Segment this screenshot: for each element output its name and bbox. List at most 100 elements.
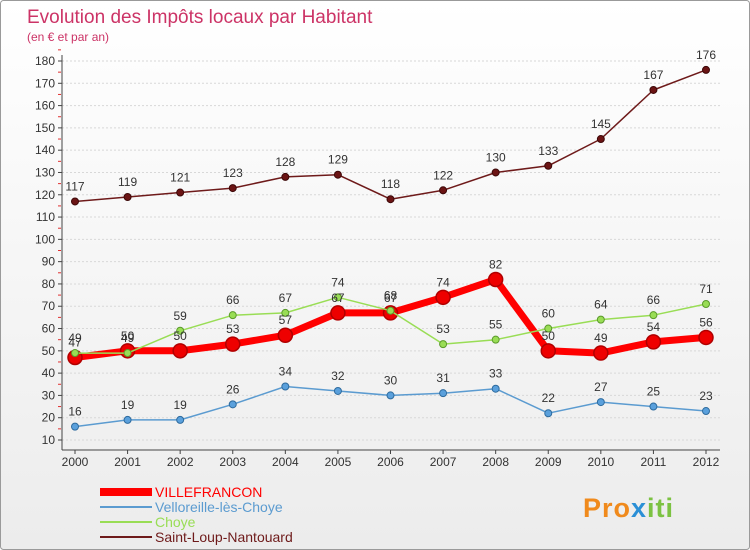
data-point-villefrancon [172, 343, 188, 359]
data-point-choye [71, 349, 79, 358]
data-label: 117 [65, 179, 84, 193]
legend-item-saint-loup-nantouard: Saint-Loup-Nantouard [100, 529, 293, 545]
x-tick-label: 2004 [272, 455, 299, 469]
data-label: 23 [699, 389, 713, 403]
data-point-villefrancon [540, 343, 556, 359]
x-tick-label: 2008 [482, 455, 509, 469]
data-label: 82 [489, 257, 503, 271]
y-tick-label: 120 [35, 188, 55, 202]
x-tick-label: 2003 [219, 455, 246, 469]
data-label: 67 [331, 291, 345, 305]
data-label: 68 [384, 289, 398, 303]
data-label: 49 [594, 331, 608, 345]
data-label: 53 [436, 322, 450, 336]
data-point-saint-loup-nantouard [702, 65, 710, 74]
data-label: 54 [647, 320, 661, 334]
x-tick-label: 2000 [62, 455, 89, 469]
data-label: 49 [68, 331, 82, 345]
data-point-velloreille-les-choye [228, 400, 237, 409]
data-label: 34 [279, 364, 293, 378]
data-point-saint-loup-nantouard [123, 192, 132, 201]
data-point-velloreille-les-choye [702, 407, 710, 416]
legend-label-choye: Choye [155, 514, 196, 530]
x-tick-label: 2011 [641, 455, 667, 469]
legend-label-villefrancon: VILLEFRANCON [155, 484, 262, 500]
data-point-saint-loup-nantouard [544, 161, 553, 170]
data-point-velloreille-les-choye [281, 382, 290, 391]
x-tick-label: 2002 [167, 455, 194, 469]
data-label: 57 [279, 313, 293, 327]
y-tick-label: 130 [35, 165, 55, 179]
y-tick-label: 150 [35, 121, 55, 135]
data-point-saint-loup-nantouard [281, 172, 290, 181]
x-tick-label: 2007 [430, 455, 457, 469]
x-tick-labels: 2000 2001 2002 2003 2004 2005 2006 2007 2008 2009… [62, 455, 720, 469]
logo-part-x: x [631, 493, 647, 523]
data-point-saint-loup-nantouard [333, 170, 342, 179]
data-label: 66 [647, 293, 661, 307]
y-tick-label: 10 [42, 433, 56, 447]
legend-item-velloreille-les-choye: Velloreille-lès-Choye [100, 499, 283, 515]
data-label: 50 [542, 329, 556, 343]
legend-label-velloreille-les-choye: Velloreille-lès-Choye [155, 499, 283, 515]
data-label: 74 [436, 275, 450, 289]
data-point-velloreille-les-choye [439, 389, 448, 398]
data-label: 25 [647, 385, 661, 399]
data-label: 66 [226, 293, 240, 307]
proxiti-logo: Proxiti [583, 493, 674, 523]
data-label: 33 [489, 367, 503, 381]
x-tick-label: 2005 [325, 455, 352, 469]
data-point-villefrancon [225, 336, 241, 352]
y-tick-label: 80 [42, 277, 56, 291]
data-label: 49 [121, 331, 135, 345]
data-point-choye [649, 311, 658, 320]
y-tick-label: 160 [35, 99, 55, 113]
legend-item-villefrancon: VILLEFRANCON [100, 484, 262, 500]
data-label: 121 [170, 171, 190, 185]
data-point-choye [544, 324, 553, 333]
data-point-saint-loup-nantouard [596, 135, 605, 144]
x-tick-label: 2010 [587, 455, 614, 469]
data-label: 55 [489, 318, 503, 332]
data-point-villefrancon [698, 329, 714, 346]
data-point-choye [491, 335, 500, 344]
data-point-choye [281, 308, 290, 317]
data-label: 59 [173, 309, 187, 323]
legend-item-choye: Choye [100, 514, 196, 530]
logo-part-iti: iti [647, 493, 674, 523]
data-point-saint-loup-nantouard [649, 85, 658, 94]
data-point-saint-loup-nantouard [71, 197, 79, 206]
data-label: 122 [433, 168, 453, 182]
data-point-choye [176, 326, 185, 335]
axes [58, 49, 720, 454]
y-tick-label: 40 [42, 366, 56, 380]
legend: VILLEFRANCON Velloreille-lès-Choye Choye… [100, 484, 293, 545]
data-point-saint-loup-nantouard [228, 184, 237, 193]
data-label: 26 [226, 382, 240, 396]
y-tick-label: 70 [42, 299, 56, 313]
y-tick-label: 90 [42, 255, 56, 269]
x-tick-label: 2001 [114, 455, 141, 469]
data-label: 64 [594, 298, 608, 312]
data-point-choye [386, 306, 395, 315]
data-label: 50 [173, 329, 187, 343]
y-tick-label: 100 [35, 232, 55, 246]
data-point-velloreille-les-choye [596, 398, 605, 407]
data-point-villefrancon [593, 345, 609, 361]
data-label: 22 [542, 391, 556, 405]
data-label: 71 [699, 282, 713, 296]
data-point-velloreille-les-choye [649, 402, 658, 411]
data-label: 176 [696, 48, 716, 62]
data-label: 56 [699, 315, 713, 329]
data-label: 50 [121, 329, 135, 343]
data-point-choye [123, 349, 132, 358]
data-label: 130 [486, 150, 506, 164]
data-label: 129 [328, 153, 348, 167]
data-point-saint-loup-nantouard [439, 186, 448, 195]
x-tick-label: 2009 [535, 455, 562, 469]
data-label: 123 [223, 166, 243, 180]
data-point-villefrancon [435, 289, 451, 306]
data-label: 19 [121, 398, 135, 412]
data-label: 16 [68, 405, 82, 419]
